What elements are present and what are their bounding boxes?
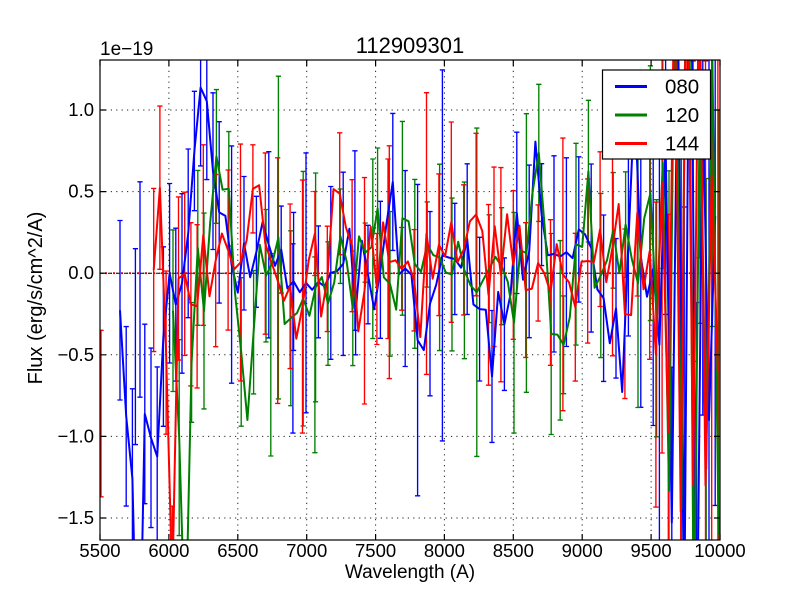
svg-text:0.5: 0.5 xyxy=(68,181,94,202)
svg-text:10000: 10000 xyxy=(694,540,745,561)
svg-text:080: 080 xyxy=(665,76,699,99)
svg-text:5500: 5500 xyxy=(79,540,120,561)
svg-text:−1.0: −1.0 xyxy=(57,425,94,446)
svg-text:−1.5: −1.5 xyxy=(57,507,94,528)
svg-text:0.0: 0.0 xyxy=(68,262,94,283)
svg-text:9000: 9000 xyxy=(562,540,603,561)
svg-text:1e−19: 1e−19 xyxy=(100,39,153,60)
svg-text:112909301: 112909301 xyxy=(356,33,465,58)
svg-text:Wavelength (A): Wavelength (A) xyxy=(345,562,475,583)
svg-text:144: 144 xyxy=(665,133,699,156)
svg-text:−0.5: −0.5 xyxy=(57,344,94,365)
svg-text:6000: 6000 xyxy=(148,540,189,561)
svg-text:7500: 7500 xyxy=(355,540,396,561)
svg-text:9500: 9500 xyxy=(631,540,672,561)
svg-text:8500: 8500 xyxy=(493,540,534,561)
svg-text:8000: 8000 xyxy=(424,540,465,561)
svg-text:120: 120 xyxy=(665,104,699,127)
svg-text:7000: 7000 xyxy=(286,540,327,561)
svg-text:6500: 6500 xyxy=(217,540,258,561)
svg-text:1.0: 1.0 xyxy=(68,99,94,120)
svg-text:Flux (erg/s/cm^2/A): Flux (erg/s/cm^2/A) xyxy=(25,212,47,385)
